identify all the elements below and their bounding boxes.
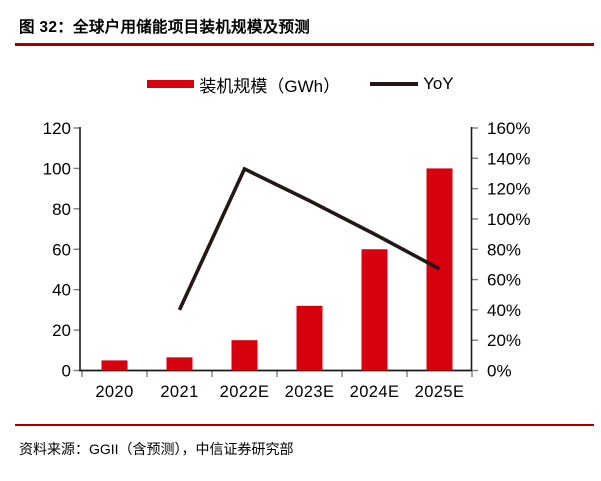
bar-2020 (101, 360, 128, 371)
bar-2022E (231, 340, 258, 371)
x-axis-label-2022E: 2022E (220, 383, 270, 401)
y-axis-right-tick-label: 80% (487, 240, 521, 259)
y-axis-left-tick-label: 60 (52, 240, 71, 259)
y-axis-right-tick-label: 0% (487, 362, 512, 381)
y-axis-right-tick-label: 160% (487, 119, 530, 138)
y-axis-right-tick-label: 140% (487, 149, 530, 168)
y-axis-right-tick-label: 120% (487, 180, 530, 199)
y-axis-left-tick-label: 120 (43, 119, 71, 138)
x-axis-label-2024E: 2024E (350, 383, 400, 401)
figure-title: 图 32：全球户用储能项目装机规模及预测 (19, 19, 311, 36)
y-axis-right-tick-label: 40% (487, 301, 521, 320)
footer-rule (15, 423, 594, 427)
legend-line-label: YoY (423, 74, 454, 93)
y-axis-left-tick-label: 40 (52, 281, 71, 300)
y-axis-right-tick-label: 100% (487, 210, 530, 229)
x-axis-label-2021: 2021 (160, 383, 198, 401)
y-axis-left-tick-label: 20 (52, 321, 71, 340)
bar-2025E (426, 168, 453, 371)
chart-legend: 装机规模（GWh） YoY (0, 72, 601, 96)
source-note: 资料来源：GGII（含预测），中信证券研究部 (19, 441, 294, 457)
line-series-swatch-icon (370, 82, 419, 86)
bar-2021 (166, 357, 193, 371)
title-underline-rule (15, 43, 594, 46)
bar-2023E (296, 305, 323, 371)
yoy-line (177, 166, 441, 311)
y-axis-right-tick-label: 20% (487, 331, 521, 350)
y-axis-left-tick-label: 100 (43, 159, 71, 178)
bar-2024E (361, 249, 388, 371)
x-axis-label-2023E: 2023E (285, 383, 335, 401)
y-axis-right-tick-label: 60% (487, 271, 521, 290)
y-axis-left-tick-label: 0 (62, 362, 71, 381)
bar-series-swatch-icon (147, 80, 195, 88)
x-axis-label-2025E: 2025E (415, 383, 465, 401)
x-axis-label-2020: 2020 (95, 383, 133, 401)
y-axis-left-tick-label: 80 (52, 200, 71, 219)
legend-item-yoy: YoY (370, 74, 454, 94)
legend-bar-label: 装机规模（GWh） (199, 76, 341, 96)
legend-item-installed-capacity: 装机规模（GWh） (147, 72, 340, 97)
